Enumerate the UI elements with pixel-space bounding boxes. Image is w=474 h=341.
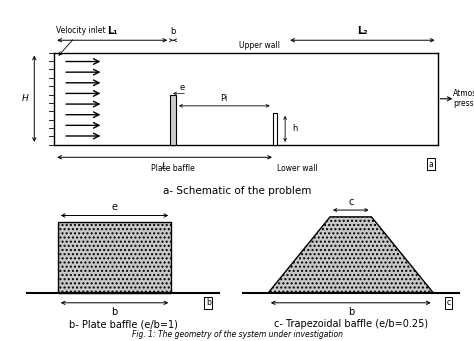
Text: b: b [170, 27, 176, 35]
Text: L₁: L₁ [107, 26, 118, 35]
Text: b: b [347, 307, 354, 317]
Text: e: e [180, 83, 185, 92]
Text: b- Plate baffle (e/b=1): b- Plate baffle (e/b=1) [69, 319, 178, 329]
Bar [58, 222, 171, 293]
Text: Velocity inlet: Velocity inlet [56, 26, 106, 55]
Text: L: L [162, 162, 167, 170]
Text: Pi: Pi [220, 94, 228, 103]
Text: Lower wall: Lower wall [277, 164, 318, 173]
Text: c: c [348, 197, 354, 207]
Text: L₂: L₂ [357, 26, 368, 35]
Polygon shape [268, 217, 434, 293]
Text: H: H [22, 94, 29, 103]
Text: b: b [206, 298, 211, 307]
Text: Plate baffle: Plate baffle [151, 164, 195, 173]
Bar [170, 95, 176, 145]
Text: c: c [447, 298, 451, 307]
Text: h: h [292, 124, 297, 133]
Text: e: e [111, 202, 118, 212]
Text: c- Trapezoidal baffle (e/b=0.25): c- Trapezoidal baffle (e/b=0.25) [273, 319, 428, 329]
Text: b: b [111, 307, 118, 317]
Text: Upper wall: Upper wall [239, 41, 280, 50]
Text: a- Schematic of the problem: a- Schematic of the problem [163, 186, 311, 196]
Text: Atmospheric
pressure: Atmospheric pressure [453, 89, 474, 108]
Text: a: a [428, 160, 433, 169]
Text: Fig. 1: The geometry of the system under investigation: Fig. 1: The geometry of the system under… [131, 330, 343, 339]
Bar [273, 113, 277, 145]
